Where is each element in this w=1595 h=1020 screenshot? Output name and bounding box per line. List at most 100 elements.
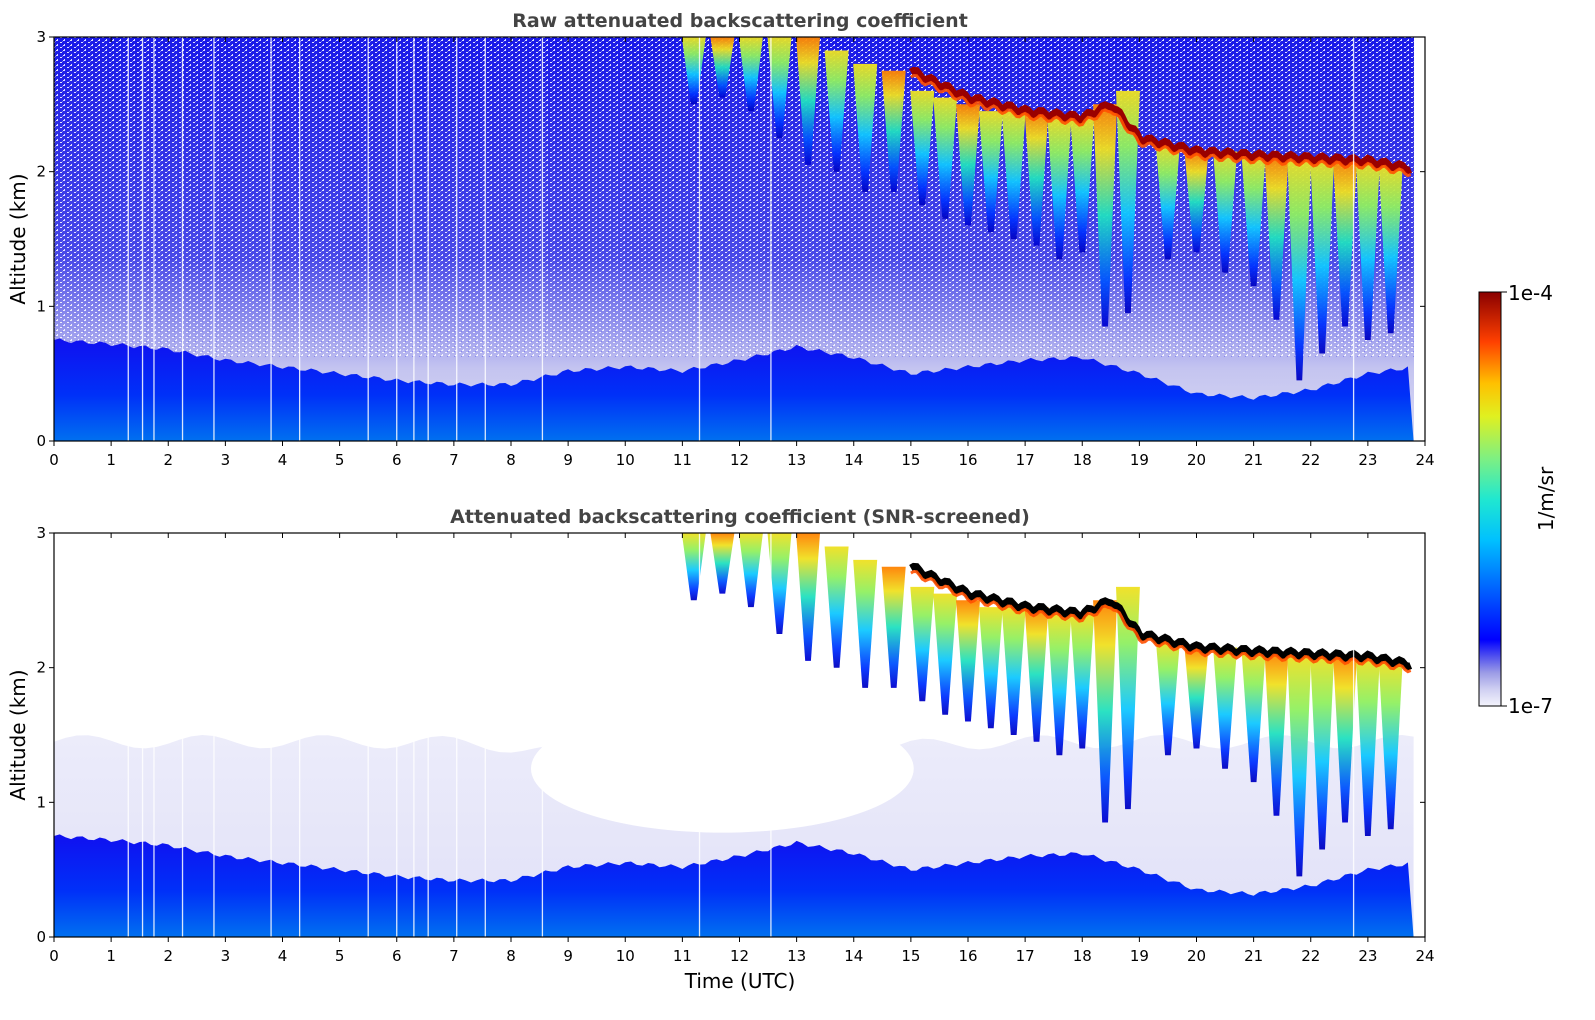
colorbar-gradient — [1478, 291, 1502, 707]
x-tick-label: 20 — [1187, 947, 1206, 965]
x-tick-label: 5 — [335, 451, 345, 469]
cloud-virga-streak — [1213, 151, 1238, 273]
x-axis-label: Time (UTC) — [684, 969, 796, 993]
cloud-virga-streak — [1184, 151, 1209, 253]
cloud-virga-streak — [767, 533, 792, 634]
cloud-virga-streak — [1264, 651, 1289, 816]
x-tick-label: 6 — [392, 947, 402, 965]
colorbar: 1e-4 1e-7 1/m/sr — [1478, 281, 1558, 718]
y-tick-label: 1 — [36, 793, 46, 811]
x-tick-label: 20 — [1187, 451, 1206, 469]
cloud-virga-streak — [853, 559, 878, 688]
x-tick-label: 5 — [335, 947, 345, 965]
cloud-virga-streak — [1333, 158, 1357, 327]
x-tick-label: 3 — [221, 947, 231, 965]
y-ticks: 0 1 2 3 — [36, 524, 1425, 946]
cloud-virga-streak — [1093, 104, 1118, 327]
y-tick-label: 2 — [36, 659, 46, 677]
cloud-virga-streak — [881, 70, 906, 192]
panel-title: Raw attenuated backscattering coefficien… — [512, 10, 968, 32]
cloud-virga-streak — [1264, 155, 1289, 320]
cloud-layer-edge — [910, 569, 1412, 674]
no-data-strip — [1414, 533, 1425, 937]
x-tick-label: 14 — [844, 451, 863, 469]
panel-title: Attenuated backscattering coefficient (S… — [450, 506, 1030, 528]
cloud-virga-streak — [796, 37, 820, 165]
cloud-virga-streak — [1355, 160, 1380, 340]
x-tick-label: 22 — [1301, 947, 1320, 965]
cloud-virga-streak — [956, 600, 980, 722]
plot-frame — [53, 532, 1426, 938]
cloud-virga-streak — [1310, 654, 1335, 850]
x-tick-label: 16 — [958, 947, 977, 965]
cloud-virga-streak — [767, 37, 792, 138]
x-tick-label: 7 — [449, 451, 459, 469]
cloud-virga-streak — [1155, 144, 1180, 260]
x-tick-label: 8 — [506, 451, 516, 469]
cloud-virga-streak — [1184, 647, 1209, 749]
x-tick-label: 19 — [1130, 451, 1149, 469]
cloud-virga-streak — [881, 566, 906, 688]
cloud-virga-streak — [710, 533, 735, 594]
no-data-strip — [1414, 37, 1425, 441]
cloud-layer — [909, 66, 1413, 175]
cloud-virga-streak — [1001, 111, 1026, 239]
plot-frame — [53, 36, 1426, 442]
x-tick-label: 18 — [1073, 947, 1092, 965]
x-tick-label: 12 — [730, 947, 749, 965]
x-tick-label: 1 — [106, 947, 116, 965]
cloud-layer-edge — [910, 73, 1412, 178]
cloud-virga-streak — [1070, 117, 1095, 253]
cloud-virga-streak — [1001, 607, 1026, 735]
cloud-layer — [909, 562, 1413, 671]
cloud-virga-streak — [1287, 158, 1312, 381]
x-tick-label: 2 — [163, 947, 173, 965]
x-tick-label: 23 — [1358, 451, 1377, 469]
x-ticks: 0 1 2 3 4 5 6 7 8 9 10 11 12 13 14 15 16 17 18 19 20 21 22 23 24 — [49, 533, 1435, 965]
colorbar-unit-label: 1/m/sr — [1534, 466, 1558, 531]
x-tick-label: 21 — [1244, 947, 1263, 965]
x-tick-label: 23 — [1358, 947, 1377, 965]
cloud-virga-streak — [933, 97, 958, 219]
cloud-virga-streak — [1213, 647, 1238, 769]
x-tick-label: 9 — [563, 947, 573, 965]
y-tick-label: 3 — [36, 524, 46, 542]
cloud-virga-streak — [1378, 164, 1403, 334]
x-tick-label: 18 — [1073, 451, 1092, 469]
cloud-virga-streak — [956, 104, 980, 226]
cloud-virga-streak — [1378, 660, 1403, 830]
cloud-virga-streak — [910, 586, 935, 702]
cloud-virga-streak — [1024, 111, 1049, 246]
heatmap-layers — [54, 533, 1414, 937]
cloud-virga-streak — [1093, 600, 1118, 823]
raw-backscatter-panel: Raw attenuated backscattering coefficien… — [6, 10, 1435, 469]
cloud-virga-streak — [978, 607, 1003, 729]
cloud-virga-streak — [1310, 158, 1335, 354]
cloud-virga-streak — [710, 37, 735, 98]
x-tick-label: 1 — [106, 451, 116, 469]
x-tick-label: 7 — [449, 947, 459, 965]
x-tick-label: 11 — [673, 451, 692, 469]
colorbar-min-label: 1e-7 — [1508, 694, 1553, 718]
cloud-virga-streak — [1355, 656, 1380, 836]
y-axis-label: Altitude (km) — [6, 173, 30, 304]
y-tick-label: 1 — [36, 297, 46, 315]
cloud-virga-streak — [910, 90, 935, 206]
cloud-virga-streak — [1047, 117, 1072, 260]
cloud-virga-streak — [978, 111, 1003, 233]
x-tick-label: 13 — [787, 451, 806, 469]
raw-noise-speckle — [54, 37, 1414, 357]
x-tick-label: 11 — [673, 947, 692, 965]
cloud-virga-streak — [738, 533, 763, 608]
colorbar-max-label: 1e-4 — [1508, 281, 1553, 305]
x-tick-label: 24 — [1415, 947, 1434, 965]
cloud-virga-streak — [1241, 651, 1266, 783]
x-tick-label: 0 — [49, 451, 59, 469]
cloud-virga-streak — [1241, 155, 1266, 287]
screened-clear-region — [530, 704, 914, 833]
x-tick-label: 16 — [958, 451, 977, 469]
y-tick-label: 0 — [36, 928, 46, 946]
x-tick-label: 12 — [730, 451, 749, 469]
cloud-virga-streak — [1116, 90, 1140, 314]
